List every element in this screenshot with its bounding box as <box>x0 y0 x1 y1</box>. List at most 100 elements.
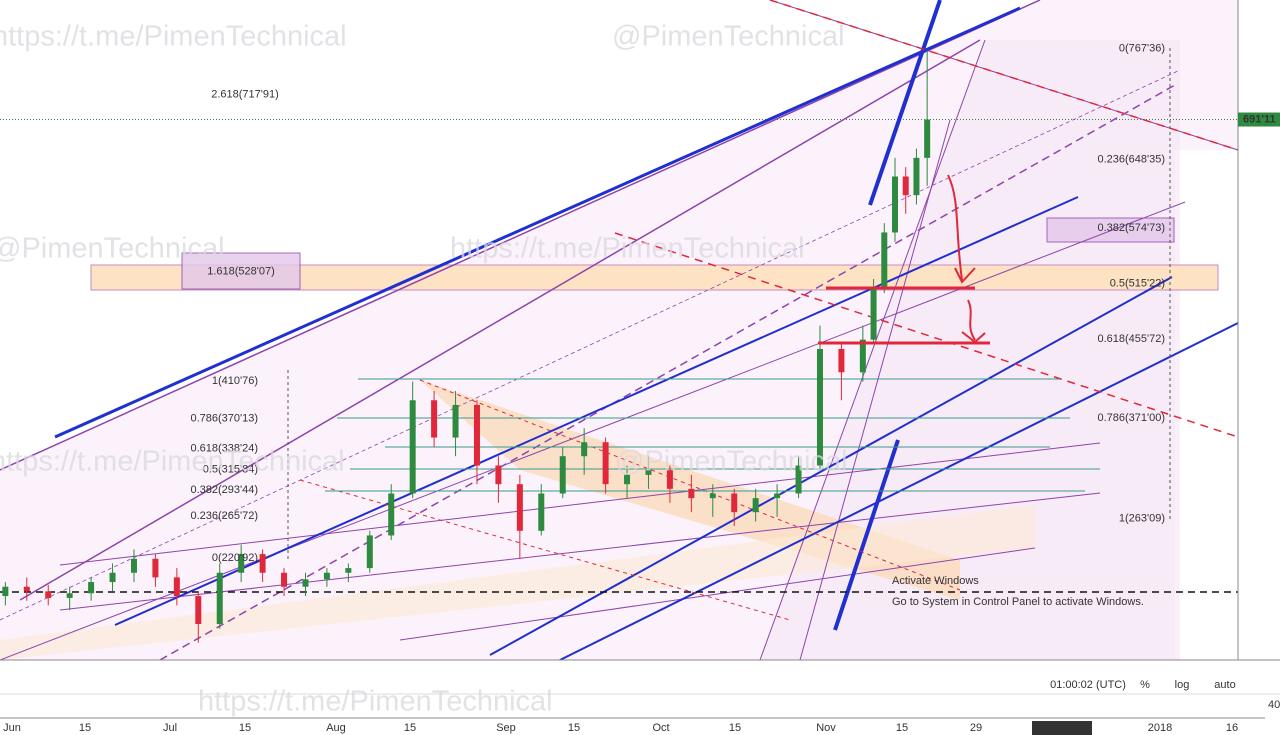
orange-zone <box>0 505 1035 660</box>
trend-line <box>19 39 981 601</box>
fib-label: 0(220'92) <box>212 552 258 564</box>
candle-body <box>731 493 738 513</box>
trend-line <box>59 492 1101 611</box>
trend-line <box>54 6 1021 439</box>
navigator-label: Oct <box>652 722 669 734</box>
fib-label: 0.618(338'24) <box>190 442 258 454</box>
watermark: @PimenTechnical <box>0 233 225 265</box>
price-axis <box>1238 0 1280 660</box>
candle-body <box>323 572 330 580</box>
candle-body <box>495 465 502 485</box>
fib-box <box>1046 217 1175 243</box>
candle-body <box>130 558 137 573</box>
candles <box>2 50 931 643</box>
watermark: https://t.me/PimenTechnical <box>0 21 347 53</box>
candle-body <box>473 404 480 466</box>
candle-body <box>195 596 202 625</box>
candle-body <box>452 404 459 438</box>
candle-body <box>345 568 352 573</box>
candle-body <box>902 176 909 196</box>
trend-line <box>614 232 1239 438</box>
toolbar-item[interactable]: auto <box>1214 679 1235 691</box>
navigator-label: Nov <box>816 722 836 734</box>
toolbar-item[interactable]: log <box>1175 679 1190 691</box>
navigator-label: Sep <box>496 722 516 734</box>
candle-body <box>774 493 781 499</box>
fib-label: 0(767'36) <box>1119 42 1165 54</box>
navigator-label: 15 <box>896 722 908 734</box>
trend-line <box>0 0 1041 471</box>
fib-label: 1(263'09) <box>1119 512 1165 524</box>
candle-body <box>238 554 245 573</box>
candle-body <box>559 456 566 494</box>
fib-label: 0.5(515'22) <box>1110 277 1165 289</box>
fib-label: 0.786(371'00) <box>1097 412 1165 424</box>
navigator-label: 15 <box>568 722 580 734</box>
candle-body <box>366 535 373 569</box>
trend-line <box>114 196 1079 626</box>
navigator-label: Jul <box>163 722 177 734</box>
candle-body <box>924 119 931 158</box>
navigator-axis-label: 40 <box>1268 699 1280 711</box>
watermark: https://t.me/PimenTechnical <box>0 446 345 478</box>
candle-body <box>752 498 759 513</box>
fib-label: 1.618(528'07) <box>207 265 275 277</box>
candle-body <box>281 572 288 587</box>
trend-line <box>0 201 1186 661</box>
channel-shade <box>760 40 1180 660</box>
candle-body <box>109 572 116 583</box>
candle-body <box>816 348 823 466</box>
navigator-label: 15 <box>729 722 741 734</box>
candle-body <box>870 288 877 340</box>
candle-body <box>795 465 802 494</box>
navigator-label: Jun <box>3 722 21 734</box>
watermark: https://t.me/PimenTechnical <box>450 233 805 265</box>
fib-label: 0.618(455'72) <box>1097 333 1165 345</box>
fib-label: 2.618(717'91) <box>211 88 279 100</box>
watermark: @PimenTechnical <box>612 21 845 53</box>
candle-body <box>516 484 523 531</box>
trend-line <box>759 39 986 661</box>
candle-body <box>538 493 545 531</box>
candle-body <box>913 157 920 196</box>
candle-body <box>152 558 159 578</box>
candle-body <box>388 493 395 536</box>
labels: 691'11 2.618(717'91) 1.618(528'07) 1(410'76… <box>0 21 1280 735</box>
fib-box <box>181 252 301 290</box>
candle-body <box>45 591 52 598</box>
fib-label: 0.5(315'84) <box>203 463 258 475</box>
candle-body <box>431 400 438 438</box>
navigator-label: 2018 <box>1148 722 1172 734</box>
windows-notice: Activate Windows <box>892 575 979 587</box>
candle-body <box>173 577 180 597</box>
candle-body <box>709 493 716 499</box>
background <box>0 0 1238 660</box>
candle-body <box>409 400 416 494</box>
fib-label: 0.786(370'13) <box>190 413 258 425</box>
trend-line <box>299 479 791 621</box>
candle-body <box>881 232 888 289</box>
annotations <box>818 174 990 345</box>
candle-body <box>259 554 266 573</box>
navigator-marker <box>1032 721 1092 735</box>
arrow <box>947 174 976 284</box>
trend-line <box>59 442 1101 566</box>
navigator-label: 16 <box>1226 722 1238 734</box>
candle-body <box>892 176 899 233</box>
toolbar-item[interactable]: % <box>1140 679 1150 691</box>
candle-body <box>645 470 652 475</box>
trend-line <box>769 0 1239 151</box>
candle-body <box>624 474 631 485</box>
windows-notice: Go to System in Control Panel to activat… <box>892 596 1144 608</box>
candle-body <box>859 339 866 373</box>
drawings <box>0 0 1239 661</box>
navigator-label: 15 <box>239 722 251 734</box>
watermark: @PimenTechnical <box>615 446 848 478</box>
navigator-label: Aug <box>326 722 346 734</box>
fib-label: 0.382(293'44) <box>190 484 258 496</box>
last-price-label: 691'11 <box>1243 113 1276 125</box>
navigator-label: 15 <box>404 722 416 734</box>
candle-body <box>602 442 609 485</box>
